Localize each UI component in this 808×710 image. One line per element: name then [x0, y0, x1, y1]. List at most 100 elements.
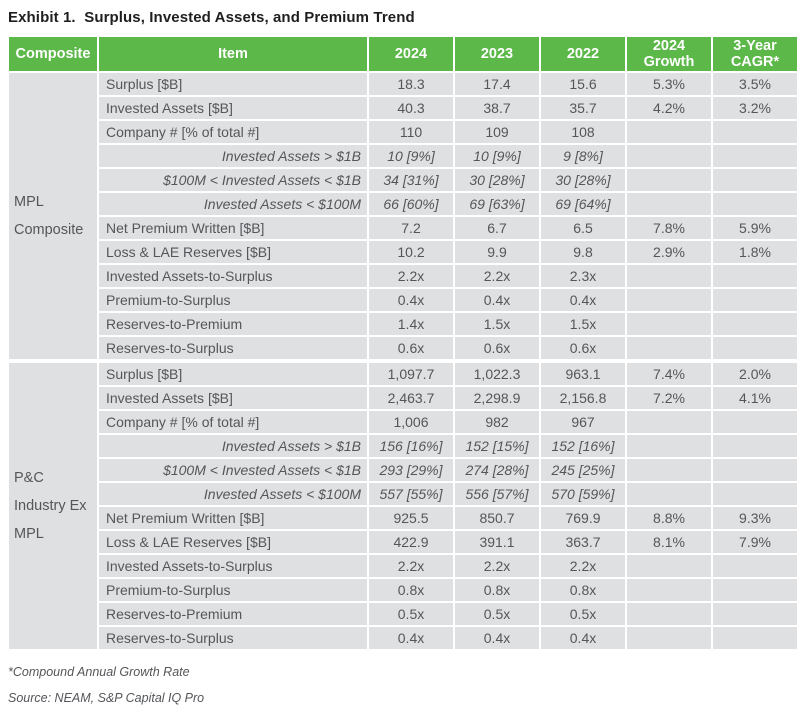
table-row: MPL Composite Surplus [$B] 18.3 17.4 15.6 5.3…: [9, 73, 797, 359]
value-2024: 293 [29%]: [369, 459, 453, 481]
composite-label: P&C Industry Ex MPL: [9, 363, 97, 649]
value-2023: 1,022.3: [455, 363, 539, 385]
cagr-value: [713, 145, 797, 167]
value-2024: 0.4x: [369, 627, 453, 649]
item-label: Reserves-to-Premium: [99, 313, 367, 335]
value-2023: 0.5x: [455, 603, 539, 625]
growth-value: [627, 145, 711, 167]
growth-value: 7.2%: [627, 387, 711, 409]
col-header-3year-cagr: 3-Year CAGR*: [713, 37, 797, 71]
cagr-value: [713, 121, 797, 143]
value-2024: 34 [31%]: [369, 169, 453, 191]
value-2024: 925.5: [369, 507, 453, 529]
value-2024: 1.4x: [369, 313, 453, 335]
growth-value: [627, 411, 711, 433]
item-label: Invested Assets-to-Surplus: [99, 265, 367, 287]
value-2022: 769.9: [541, 507, 625, 529]
value-2023: 6.7: [455, 217, 539, 239]
value-2024: 422.9: [369, 531, 453, 553]
growth-value: [627, 435, 711, 457]
item-label: Surplus [$B]: [99, 73, 367, 95]
table-row: Net Premium Written [$B] 925.5 850.7 769.9 8…: [9, 507, 797, 529]
growth-value: [627, 289, 711, 311]
table-row: Loss & LAE Reserves [$B] 10.2 9.9 9.8 2.9% 1.…: [9, 241, 797, 263]
value-2024: 2,463.7: [369, 387, 453, 409]
table-row: Invested Assets < $100M 66 [60%] 69 [63%] 6…: [9, 193, 797, 215]
value-2022: 963.1: [541, 363, 625, 385]
growth-value: 7.8%: [627, 217, 711, 239]
col-header-2024-growth: 2024 Growth: [627, 37, 711, 71]
value-2023: 2,298.9: [455, 387, 539, 409]
growth-value: [627, 603, 711, 625]
growth-value: [627, 265, 711, 287]
cagr-value: [713, 555, 797, 577]
value-2023: 1.5x: [455, 313, 539, 335]
growth-value: [627, 627, 711, 649]
table-body: MPL Composite Surplus [$B] 18.3 17.4 15.6 5.3…: [9, 73, 797, 649]
item-label: Premium-to-Surplus: [99, 579, 367, 601]
item-label: Invested Assets < $100M: [99, 193, 367, 215]
item-label: Company # [% of total #]: [99, 411, 367, 433]
value-2022: 15.6: [541, 73, 625, 95]
value-2023: 17.4: [455, 73, 539, 95]
growth-value: 8.1%: [627, 531, 711, 553]
growth-value: 7.4%: [627, 363, 711, 385]
cagr-value: [713, 627, 797, 649]
exhibit-table: Composite Item 2024 2023 2022 2024 Growt…: [7, 35, 799, 651]
growth-value: 5.3%: [627, 73, 711, 95]
cagr-footnote: *Compound Annual Growth Rate: [8, 665, 190, 679]
value-2024: 0.6x: [369, 337, 453, 359]
growth-value: 4.2%: [627, 97, 711, 119]
value-2023: 0.6x: [455, 337, 539, 359]
table-row: Invested Assets [$B] 2,463.7 2,298.9 2,156.…: [9, 387, 797, 409]
footnotes: *Compound Annual Growth Rate Source: NEA…: [7, 665, 797, 705]
item-label: $100M < Invested Assets < $1B: [99, 459, 367, 481]
cagr-value: [713, 265, 797, 287]
growth-value: 8.8%: [627, 507, 711, 529]
item-label: Invested Assets > $1B: [99, 145, 367, 167]
growth-value: [627, 193, 711, 215]
table-row: Reserves-to-Surplus 0.6x 0.6x 0.6x: [9, 337, 797, 359]
table-row: Invested Assets > $1B 10 [9%] 10 [9%] 9 [8%…: [9, 145, 797, 167]
table-row: Premium-to-Surplus 0.4x 0.4x 0.4x: [9, 289, 797, 311]
item-label: Invested Assets [$B]: [99, 97, 367, 119]
col-header-composite: Composite: [9, 37, 97, 71]
value-2022: 152 [16%]: [541, 435, 625, 457]
growth-value: [627, 337, 711, 359]
item-label: Invested Assets [$B]: [99, 387, 367, 409]
cagr-value: [713, 169, 797, 191]
cagr-value: [713, 459, 797, 481]
col-header-item: Item: [99, 37, 367, 71]
cagr-value: 3.5%: [713, 73, 797, 95]
value-2024: 10 [9%]: [369, 145, 453, 167]
table-row: Invested Assets [$B] 40.3 38.7 35.7 4.2% 3.2%: [9, 97, 797, 119]
cagr-value: 9.3%: [713, 507, 797, 529]
table-row: Invested Assets < $100M 557 [55%] 556 [57%…: [9, 483, 797, 505]
value-2024: 18.3: [369, 73, 453, 95]
value-2024: 66 [60%]: [369, 193, 453, 215]
cagr-value: [713, 289, 797, 311]
value-2022: 0.4x: [541, 627, 625, 649]
growth-value: 2.9%: [627, 241, 711, 263]
item-label: Reserves-to-Surplus: [99, 337, 367, 359]
value-2023: 109: [455, 121, 539, 143]
value-2022: 967: [541, 411, 625, 433]
value-2024: 1,097.7: [369, 363, 453, 385]
growth-value: [627, 483, 711, 505]
value-2022: 9 [8%]: [541, 145, 625, 167]
value-2024: 2.2x: [369, 555, 453, 577]
table-row: Reserves-to-Premium 1.4x 1.5x 1.5x: [9, 313, 797, 335]
table-row: Reserves-to-Surplus 0.4x 0.4x 0.4x: [9, 627, 797, 649]
table-header-row: Composite Item 2024 2023 2022 2024 Growt…: [9, 37, 797, 71]
value-2022: 2.3x: [541, 265, 625, 287]
cagr-value: 5.9%: [713, 217, 797, 239]
item-label: $100M < Invested Assets < $1B: [99, 169, 367, 191]
cagr-value: 1.8%: [713, 241, 797, 263]
cagr-value: 3.2%: [713, 97, 797, 119]
cagr-value: [713, 313, 797, 335]
item-label: Reserves-to-Premium: [99, 603, 367, 625]
value-2023: 0.8x: [455, 579, 539, 601]
value-2023: 9.9: [455, 241, 539, 263]
value-2022: 245 [25%]: [541, 459, 625, 481]
